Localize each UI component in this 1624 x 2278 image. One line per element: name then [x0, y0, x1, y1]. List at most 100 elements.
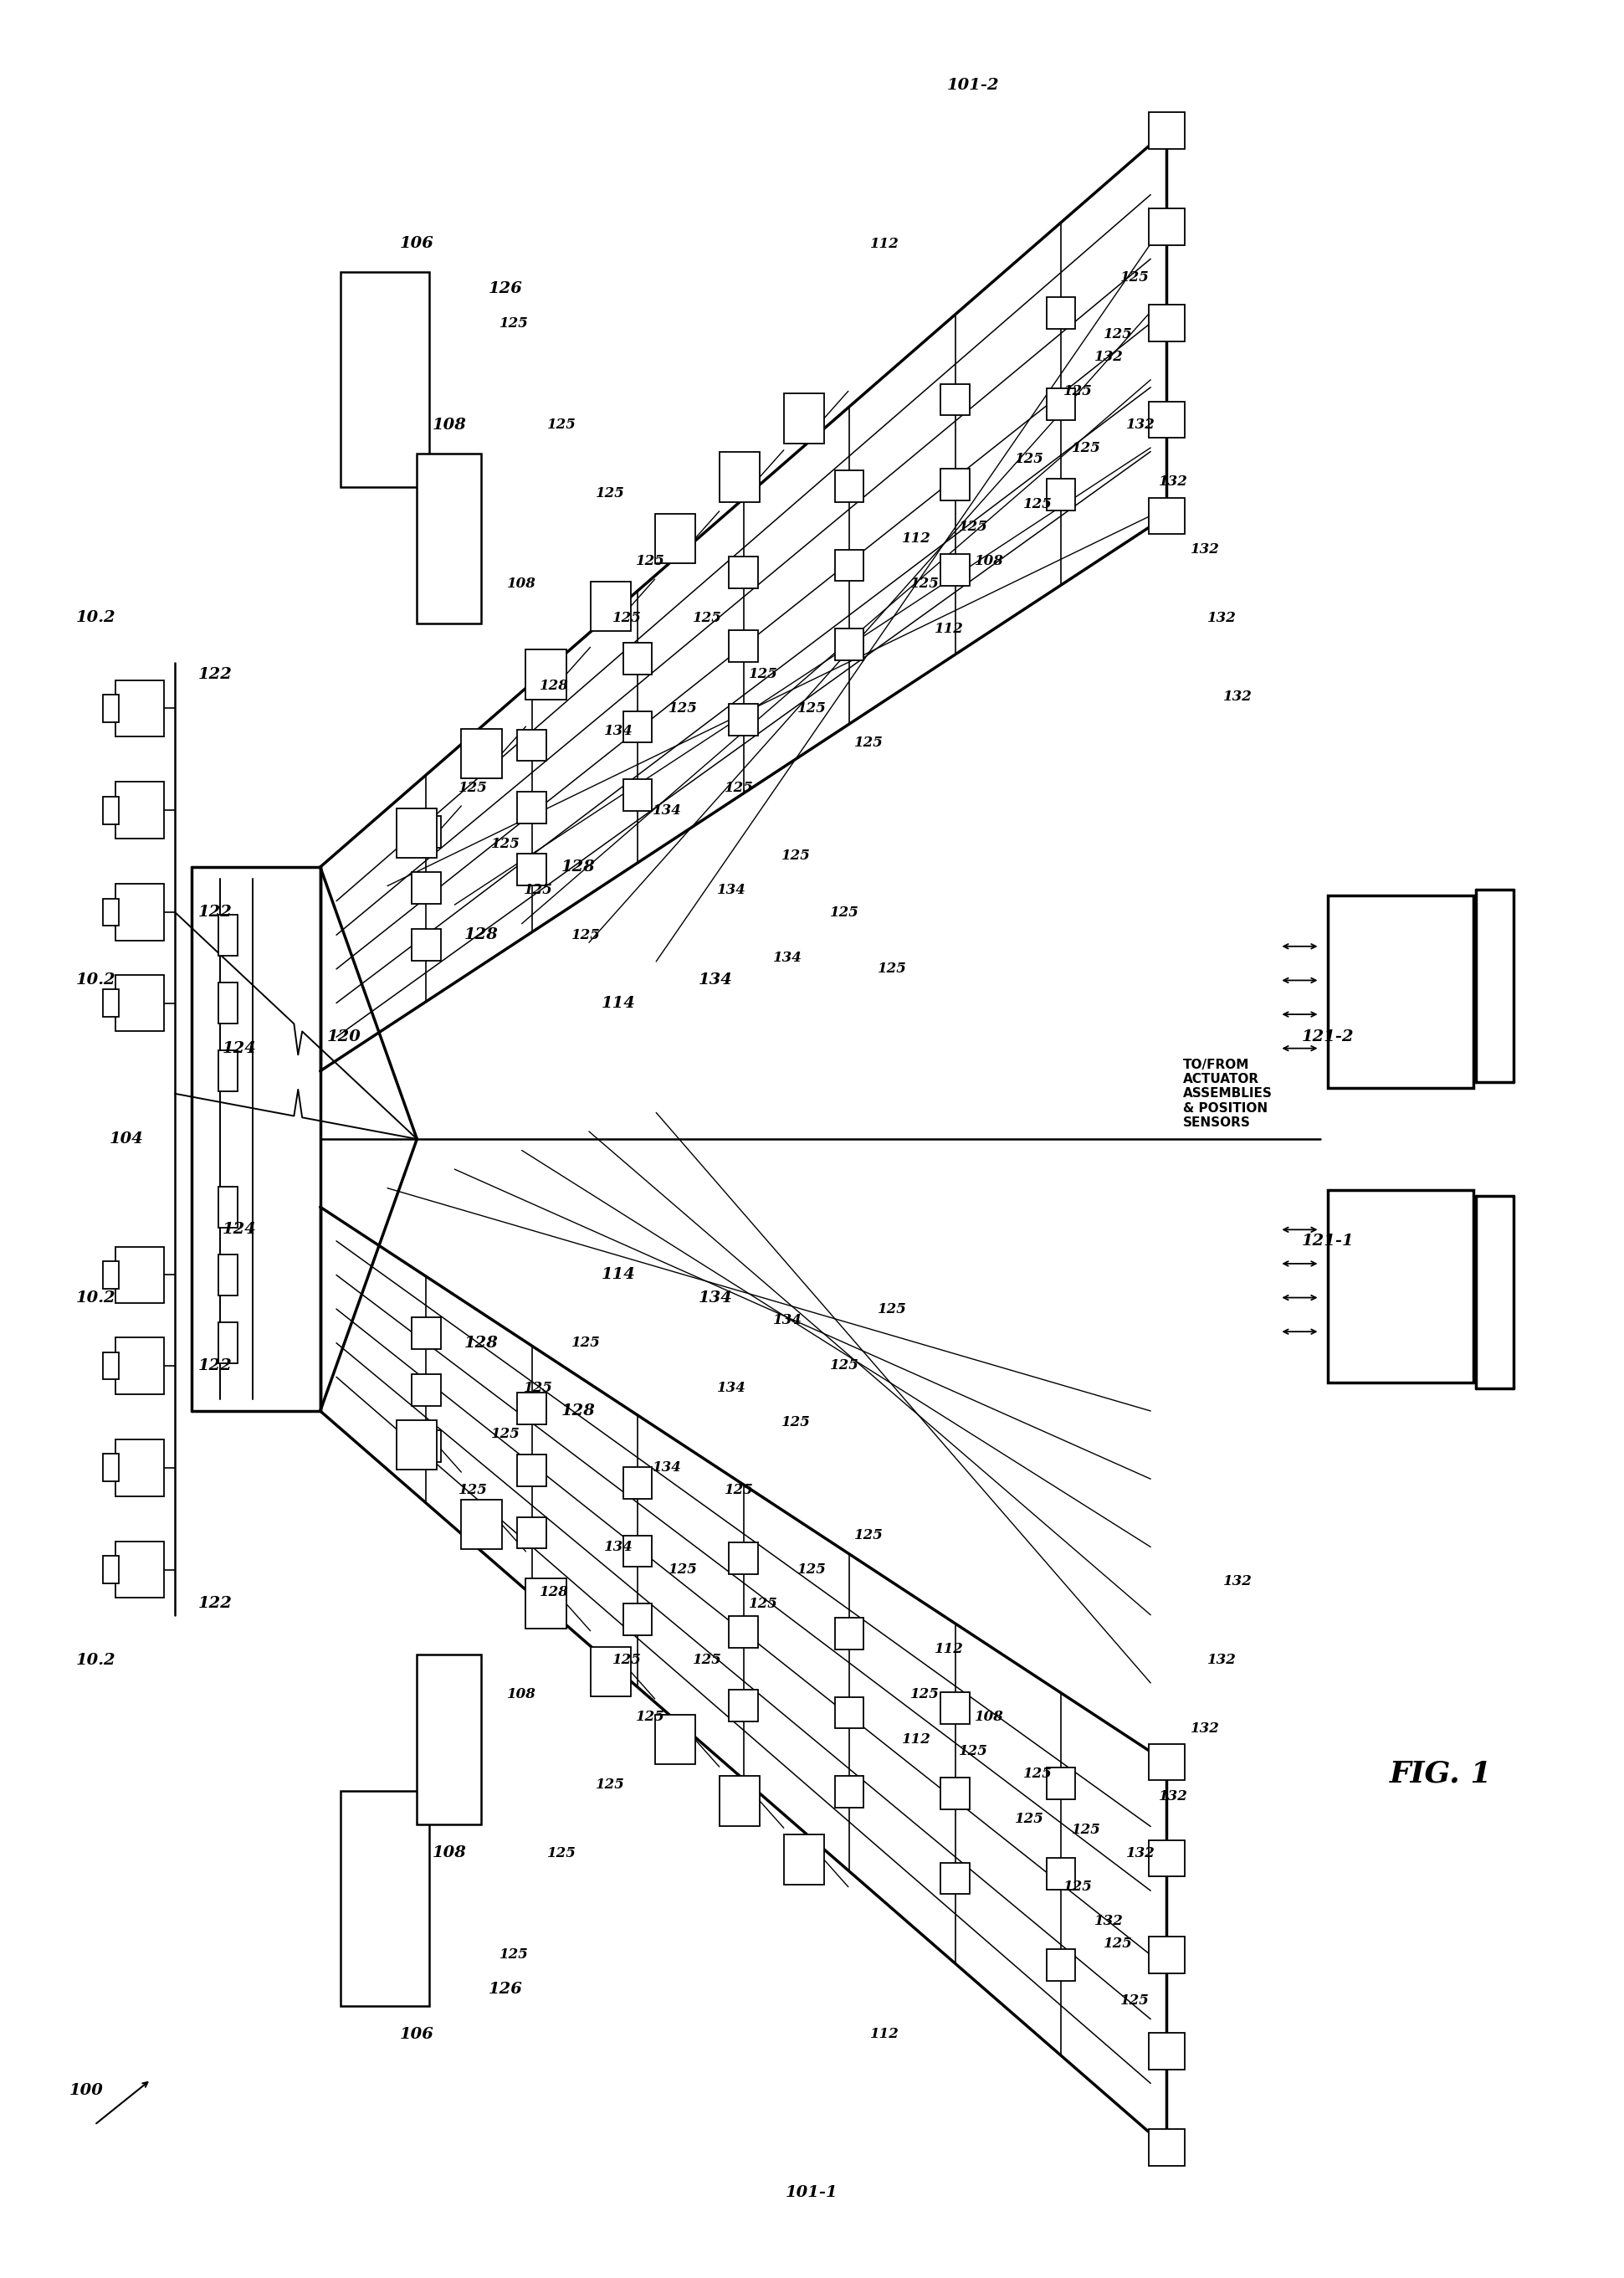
- Bar: [1046, 1859, 1075, 1891]
- Text: 112: 112: [934, 1642, 963, 1656]
- Text: 106: 106: [400, 2027, 434, 2041]
- Text: 128: 128: [562, 1403, 596, 1419]
- Bar: [518, 729, 546, 761]
- Text: 125: 125: [499, 1948, 528, 1961]
- Text: 125: 125: [879, 1301, 908, 1317]
- Bar: [526, 1579, 567, 1629]
- Bar: [102, 797, 119, 825]
- Text: 125: 125: [612, 1654, 641, 1667]
- Text: 125: 125: [523, 882, 552, 898]
- Text: 125: 125: [879, 961, 908, 977]
- Bar: [1150, 1841, 1184, 1877]
- Text: 125: 125: [692, 611, 721, 624]
- Text: 10.2: 10.2: [76, 973, 115, 989]
- Text: 10.2: 10.2: [76, 611, 115, 624]
- Bar: [115, 1440, 164, 1497]
- Text: 108: 108: [432, 417, 466, 433]
- Bar: [835, 549, 864, 581]
- Text: 126: 126: [489, 1982, 523, 1996]
- Text: 101-2: 101-2: [947, 77, 999, 93]
- Text: 124: 124: [222, 1221, 257, 1237]
- Text: 125: 125: [749, 1597, 778, 1611]
- Text: 132: 132: [1207, 1654, 1236, 1667]
- Text: 134: 134: [653, 804, 682, 818]
- Text: 125: 125: [854, 1529, 883, 1542]
- Bar: [624, 1535, 653, 1567]
- Bar: [1150, 401, 1184, 437]
- Text: 134: 134: [773, 1312, 802, 1328]
- Bar: [1150, 1745, 1184, 1781]
- Text: 125: 125: [637, 554, 666, 567]
- Text: 112: 112: [903, 1734, 932, 1747]
- Text: 125: 125: [911, 576, 939, 590]
- Bar: [341, 1791, 429, 2007]
- Bar: [835, 1617, 864, 1649]
- Text: 134: 134: [604, 724, 633, 738]
- Text: 125: 125: [1072, 440, 1101, 456]
- Bar: [835, 1777, 864, 1809]
- Text: 125: 125: [572, 927, 601, 943]
- Bar: [219, 982, 239, 1023]
- Text: 125: 125: [781, 1415, 810, 1428]
- Bar: [784, 1834, 823, 1884]
- Text: 126: 126: [489, 282, 523, 296]
- Text: 125: 125: [596, 1777, 625, 1793]
- Text: 132: 132: [1095, 1914, 1124, 1927]
- Bar: [518, 1392, 546, 1424]
- Text: 128: 128: [464, 1335, 499, 1351]
- Text: 132: 132: [1190, 542, 1220, 556]
- Text: 125: 125: [1104, 1936, 1134, 1950]
- Bar: [835, 1697, 864, 1729]
- Text: 122: 122: [198, 1358, 232, 1374]
- Text: 134: 134: [716, 882, 745, 898]
- Text: 125: 125: [669, 702, 698, 715]
- Text: 108: 108: [507, 576, 536, 590]
- Bar: [1046, 478, 1075, 510]
- Text: 10.2: 10.2: [76, 1289, 115, 1305]
- Bar: [1150, 210, 1184, 246]
- Text: 132: 132: [1127, 1845, 1156, 1861]
- Bar: [219, 1187, 239, 1228]
- Bar: [719, 1777, 760, 1825]
- Text: 125: 125: [958, 519, 987, 535]
- Bar: [654, 513, 695, 563]
- Bar: [461, 1499, 502, 1549]
- Text: 108: 108: [974, 1711, 1004, 1724]
- Bar: [115, 975, 164, 1032]
- Bar: [729, 556, 758, 588]
- Text: 132: 132: [1223, 690, 1252, 704]
- Text: 125: 125: [830, 904, 859, 920]
- Text: 132: 132: [1158, 474, 1187, 490]
- Bar: [1328, 1189, 1473, 1383]
- Text: 125: 125: [547, 1845, 577, 1861]
- Bar: [115, 884, 164, 941]
- Bar: [411, 816, 440, 847]
- Bar: [940, 1777, 970, 1809]
- Text: 134: 134: [698, 1289, 732, 1305]
- Text: 134: 134: [653, 1460, 682, 1474]
- Text: 108: 108: [432, 1845, 466, 1861]
- Text: 125: 125: [958, 1743, 987, 1759]
- Text: 104: 104: [110, 1132, 145, 1146]
- Text: 125: 125: [854, 736, 883, 749]
- Bar: [115, 781, 164, 838]
- Text: 125: 125: [499, 317, 528, 330]
- Text: 125: 125: [1023, 1765, 1052, 1781]
- Text: 132: 132: [1158, 1788, 1187, 1804]
- Bar: [835, 469, 864, 501]
- Text: 112: 112: [870, 237, 900, 251]
- Bar: [411, 929, 440, 961]
- Bar: [526, 649, 567, 699]
- Text: 112: 112: [870, 2027, 900, 2041]
- Text: 125: 125: [724, 1483, 754, 1497]
- Text: 128: 128: [539, 679, 568, 693]
- Bar: [518, 854, 546, 886]
- Bar: [590, 581, 630, 631]
- Text: 122: 122: [198, 667, 232, 681]
- Text: 125: 125: [596, 485, 625, 501]
- Bar: [396, 809, 437, 859]
- Text: 132: 132: [1223, 1574, 1252, 1588]
- Text: 125: 125: [612, 611, 641, 624]
- Bar: [1328, 895, 1473, 1089]
- Bar: [102, 1453, 119, 1481]
